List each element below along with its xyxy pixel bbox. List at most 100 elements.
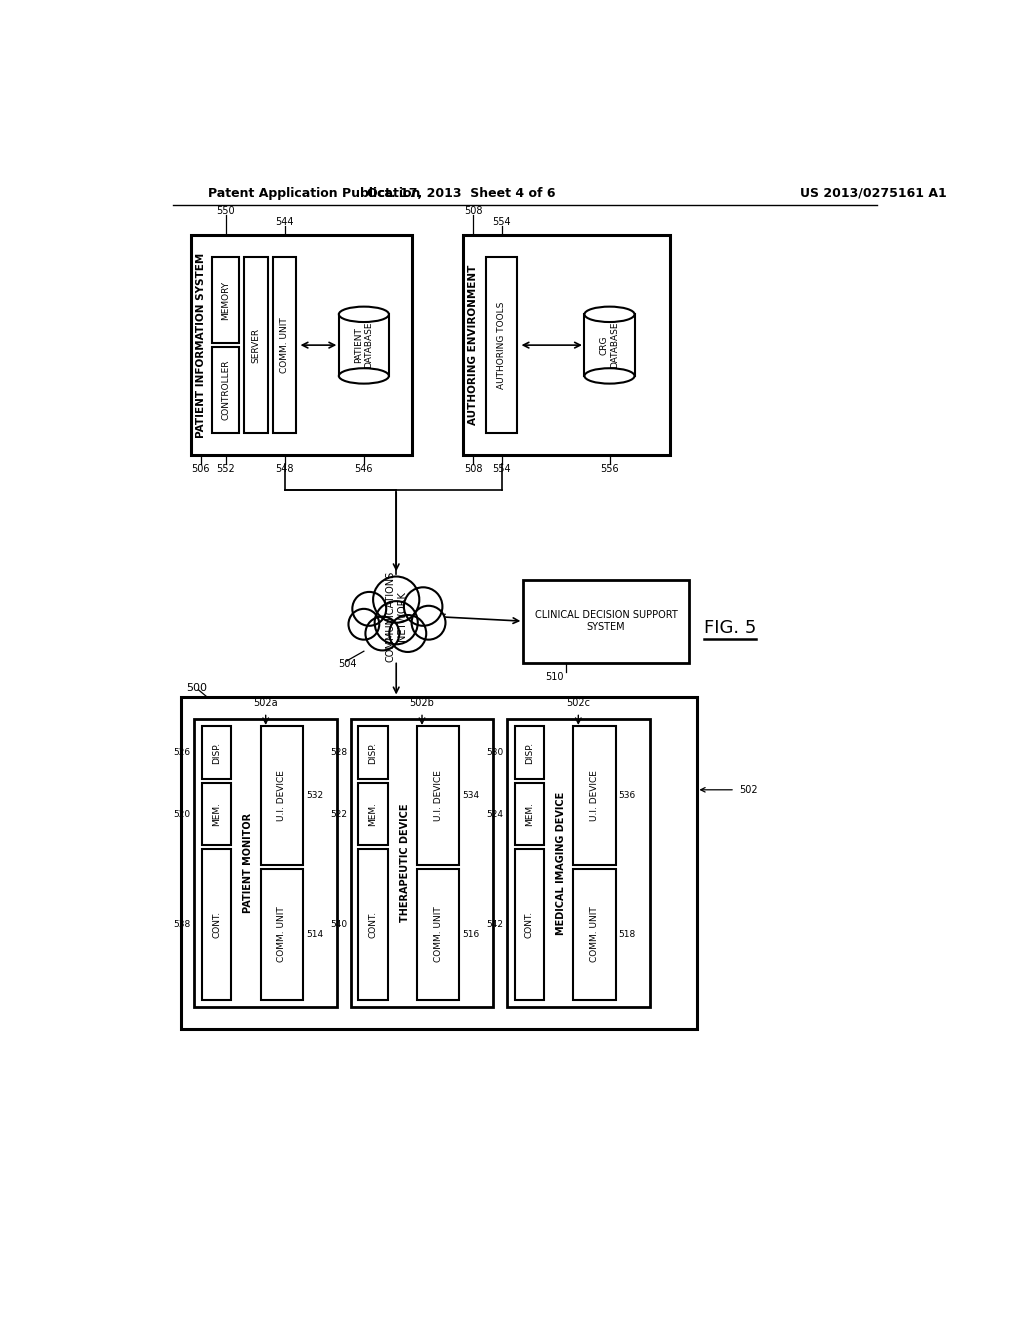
FancyBboxPatch shape — [573, 870, 615, 999]
FancyBboxPatch shape — [515, 850, 544, 999]
Text: 542: 542 — [486, 920, 503, 929]
Text: 532: 532 — [306, 791, 324, 800]
Text: AUTHORING TOOLS: AUTHORING TOOLS — [498, 301, 506, 389]
Text: 518: 518 — [618, 931, 636, 939]
Text: 502a: 502a — [253, 698, 278, 708]
Text: 554: 554 — [493, 216, 511, 227]
Text: 528: 528 — [330, 748, 347, 756]
FancyBboxPatch shape — [515, 726, 544, 779]
Circle shape — [389, 615, 426, 652]
FancyBboxPatch shape — [244, 257, 268, 433]
Circle shape — [366, 616, 399, 651]
Text: MEDICAL IMAGING DEVICE: MEDICAL IMAGING DEVICE — [556, 791, 566, 935]
Text: 506: 506 — [191, 463, 210, 474]
Text: CONTROLLER: CONTROLLER — [221, 360, 230, 420]
FancyBboxPatch shape — [190, 235, 412, 455]
Text: CONT.: CONT. — [212, 911, 221, 939]
FancyBboxPatch shape — [486, 257, 517, 433]
Text: U.I. DEVICE: U.I. DEVICE — [590, 770, 599, 821]
FancyBboxPatch shape — [417, 726, 460, 865]
Text: 502b: 502b — [410, 698, 434, 708]
Text: CLINICAL DECISION SUPPORT
SYSTEM: CLINICAL DECISION SUPPORT SYSTEM — [535, 610, 678, 632]
FancyBboxPatch shape — [515, 783, 544, 845]
Text: 540: 540 — [330, 920, 347, 929]
FancyBboxPatch shape — [202, 783, 231, 845]
Text: CONT.: CONT. — [525, 911, 534, 939]
Text: US 2013/0275161 A1: US 2013/0275161 A1 — [801, 186, 947, 199]
Ellipse shape — [339, 368, 389, 384]
Text: 508: 508 — [464, 463, 482, 474]
Text: 550: 550 — [216, 206, 234, 215]
Text: 504: 504 — [339, 659, 357, 669]
FancyBboxPatch shape — [358, 726, 388, 779]
Text: 548: 548 — [275, 463, 294, 474]
Text: U.I. DEVICE: U.I. DEVICE — [434, 770, 442, 821]
Text: CONT.: CONT. — [369, 911, 378, 939]
Text: CRG
DATABASE: CRG DATABASE — [600, 322, 620, 368]
Text: 556: 556 — [600, 463, 618, 474]
Text: 526: 526 — [173, 748, 190, 756]
Text: COMM. UNIT: COMM. UNIT — [434, 907, 442, 962]
Text: 538: 538 — [173, 920, 190, 929]
Text: 522: 522 — [330, 809, 347, 818]
FancyBboxPatch shape — [585, 314, 635, 376]
FancyBboxPatch shape — [180, 697, 696, 1028]
Text: THERAPEUTIC DEVICE: THERAPEUTIC DEVICE — [399, 804, 410, 923]
Ellipse shape — [585, 306, 635, 322]
Text: MEM.: MEM. — [369, 803, 378, 826]
FancyBboxPatch shape — [339, 314, 389, 376]
Text: Patent Application Publication: Patent Application Publication — [208, 186, 420, 199]
Text: DISP.: DISP. — [212, 742, 221, 763]
Text: 544: 544 — [275, 216, 294, 227]
Text: 510: 510 — [545, 672, 563, 681]
Text: 500: 500 — [186, 684, 207, 693]
Text: 516: 516 — [463, 931, 479, 939]
Text: COMM. UNIT: COMM. UNIT — [590, 907, 599, 962]
Text: MEM.: MEM. — [212, 803, 221, 826]
Text: PATIENT INFORMATION SYSTEM: PATIENT INFORMATION SYSTEM — [196, 252, 206, 438]
Text: 520: 520 — [173, 809, 190, 818]
FancyBboxPatch shape — [351, 718, 494, 1007]
FancyBboxPatch shape — [523, 579, 689, 663]
FancyBboxPatch shape — [212, 347, 240, 433]
Text: 502: 502 — [739, 785, 758, 795]
FancyBboxPatch shape — [212, 257, 240, 343]
Text: COMM. UNIT: COMM. UNIT — [280, 317, 289, 374]
Ellipse shape — [339, 306, 389, 322]
Circle shape — [403, 587, 442, 626]
Text: MEMORY: MEMORY — [221, 281, 230, 319]
Text: 502c: 502c — [566, 698, 590, 708]
Circle shape — [375, 601, 418, 644]
Text: AUTHORING ENVIRONMENT: AUTHORING ENVIRONMENT — [468, 265, 478, 425]
FancyBboxPatch shape — [358, 850, 388, 999]
Text: 514: 514 — [306, 931, 324, 939]
Ellipse shape — [585, 368, 635, 384]
FancyBboxPatch shape — [358, 783, 388, 845]
Circle shape — [412, 606, 445, 640]
Text: 524: 524 — [486, 809, 503, 818]
FancyBboxPatch shape — [261, 870, 303, 999]
Text: 552: 552 — [216, 463, 236, 474]
Text: 534: 534 — [463, 791, 479, 800]
FancyBboxPatch shape — [573, 726, 615, 865]
Text: Oct. 17, 2013  Sheet 4 of 6: Oct. 17, 2013 Sheet 4 of 6 — [368, 186, 556, 199]
FancyBboxPatch shape — [417, 870, 460, 999]
FancyBboxPatch shape — [202, 726, 231, 779]
Text: U.I. DEVICE: U.I. DEVICE — [278, 770, 287, 821]
Text: DISP.: DISP. — [525, 742, 534, 763]
Text: 508: 508 — [464, 206, 482, 215]
Text: PATIENT MONITOR: PATIENT MONITOR — [244, 813, 253, 913]
Circle shape — [373, 577, 419, 623]
Text: COMMUNICATIONS
NETWORK: COMMUNICATIONS NETWORK — [385, 572, 407, 663]
Text: PATIENT
DATABASE: PATIENT DATABASE — [354, 322, 374, 368]
Text: 554: 554 — [493, 463, 511, 474]
Text: DISP.: DISP. — [369, 742, 378, 763]
Text: SERVER: SERVER — [252, 327, 260, 363]
FancyBboxPatch shape — [195, 718, 337, 1007]
Text: 530: 530 — [486, 748, 503, 756]
FancyBboxPatch shape — [273, 257, 296, 433]
Circle shape — [352, 591, 386, 626]
Text: FIG. 5: FIG. 5 — [705, 619, 757, 638]
FancyBboxPatch shape — [507, 718, 649, 1007]
Text: COMM. UNIT: COMM. UNIT — [278, 907, 287, 962]
